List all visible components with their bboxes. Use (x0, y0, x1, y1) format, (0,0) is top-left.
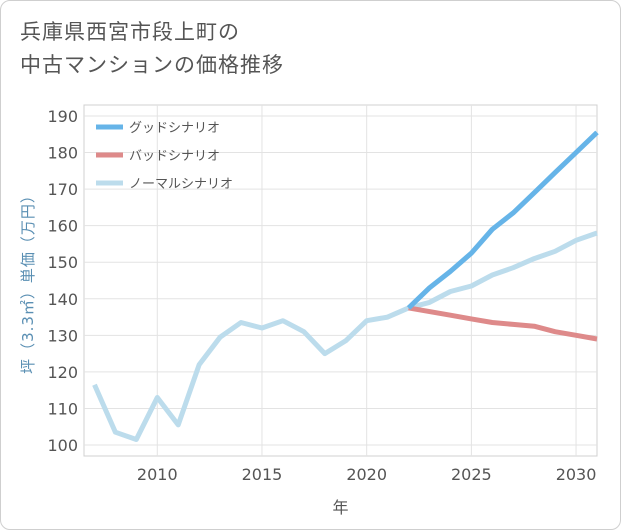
x-tick-label: 2030 (556, 465, 597, 484)
x-tick-label: 2025 (451, 465, 492, 484)
y-tick-label: 140 (47, 290, 78, 309)
y-tick-label: 120 (47, 363, 78, 382)
x-axis-ticks: 2010 2015 2020 2025 2030 (137, 465, 596, 484)
x-axis-label: 年 (332, 498, 348, 517)
y-axis-ticks: 100 110 120 130 140 150 160 170 180 190 (47, 107, 78, 455)
series-line (408, 305, 598, 342)
legend-label: バッドシナリオ (129, 149, 220, 164)
series-line (406, 130, 599, 310)
x-tick-label: 2015 (242, 465, 283, 484)
y-tick-label: 160 (47, 217, 78, 236)
chart-title: 兵庫県西宮市段上町の 中古マンションの価格推移 (20, 16, 284, 82)
y-tick-label: 130 (47, 326, 78, 345)
y-tick-label: 100 (47, 436, 78, 455)
y-tick-label: 180 (47, 144, 78, 163)
y-tick-label: 190 (47, 107, 78, 126)
y-tick-label: 110 (47, 399, 78, 418)
chart-title-line-2: 中古マンションの価格推移 (20, 53, 284, 77)
series-lines (92, 130, 599, 442)
x-tick-label: 2020 (346, 465, 387, 484)
grid-lines (84, 105, 597, 456)
series-line (92, 230, 598, 442)
legend-label: ノーマルシナリオ (129, 177, 233, 192)
plot-area (83, 104, 598, 457)
chart-title-line-1: 兵庫県西宮市段上町の (20, 20, 240, 44)
x-tick-label: 2010 (137, 465, 178, 484)
y-axis-label: 坪（3.3㎡）単価（万円） (19, 187, 37, 374)
y-tick-label: 150 (47, 253, 78, 272)
y-tick-label: 170 (47, 180, 78, 199)
legend-label: グッドシナリオ (129, 121, 220, 136)
